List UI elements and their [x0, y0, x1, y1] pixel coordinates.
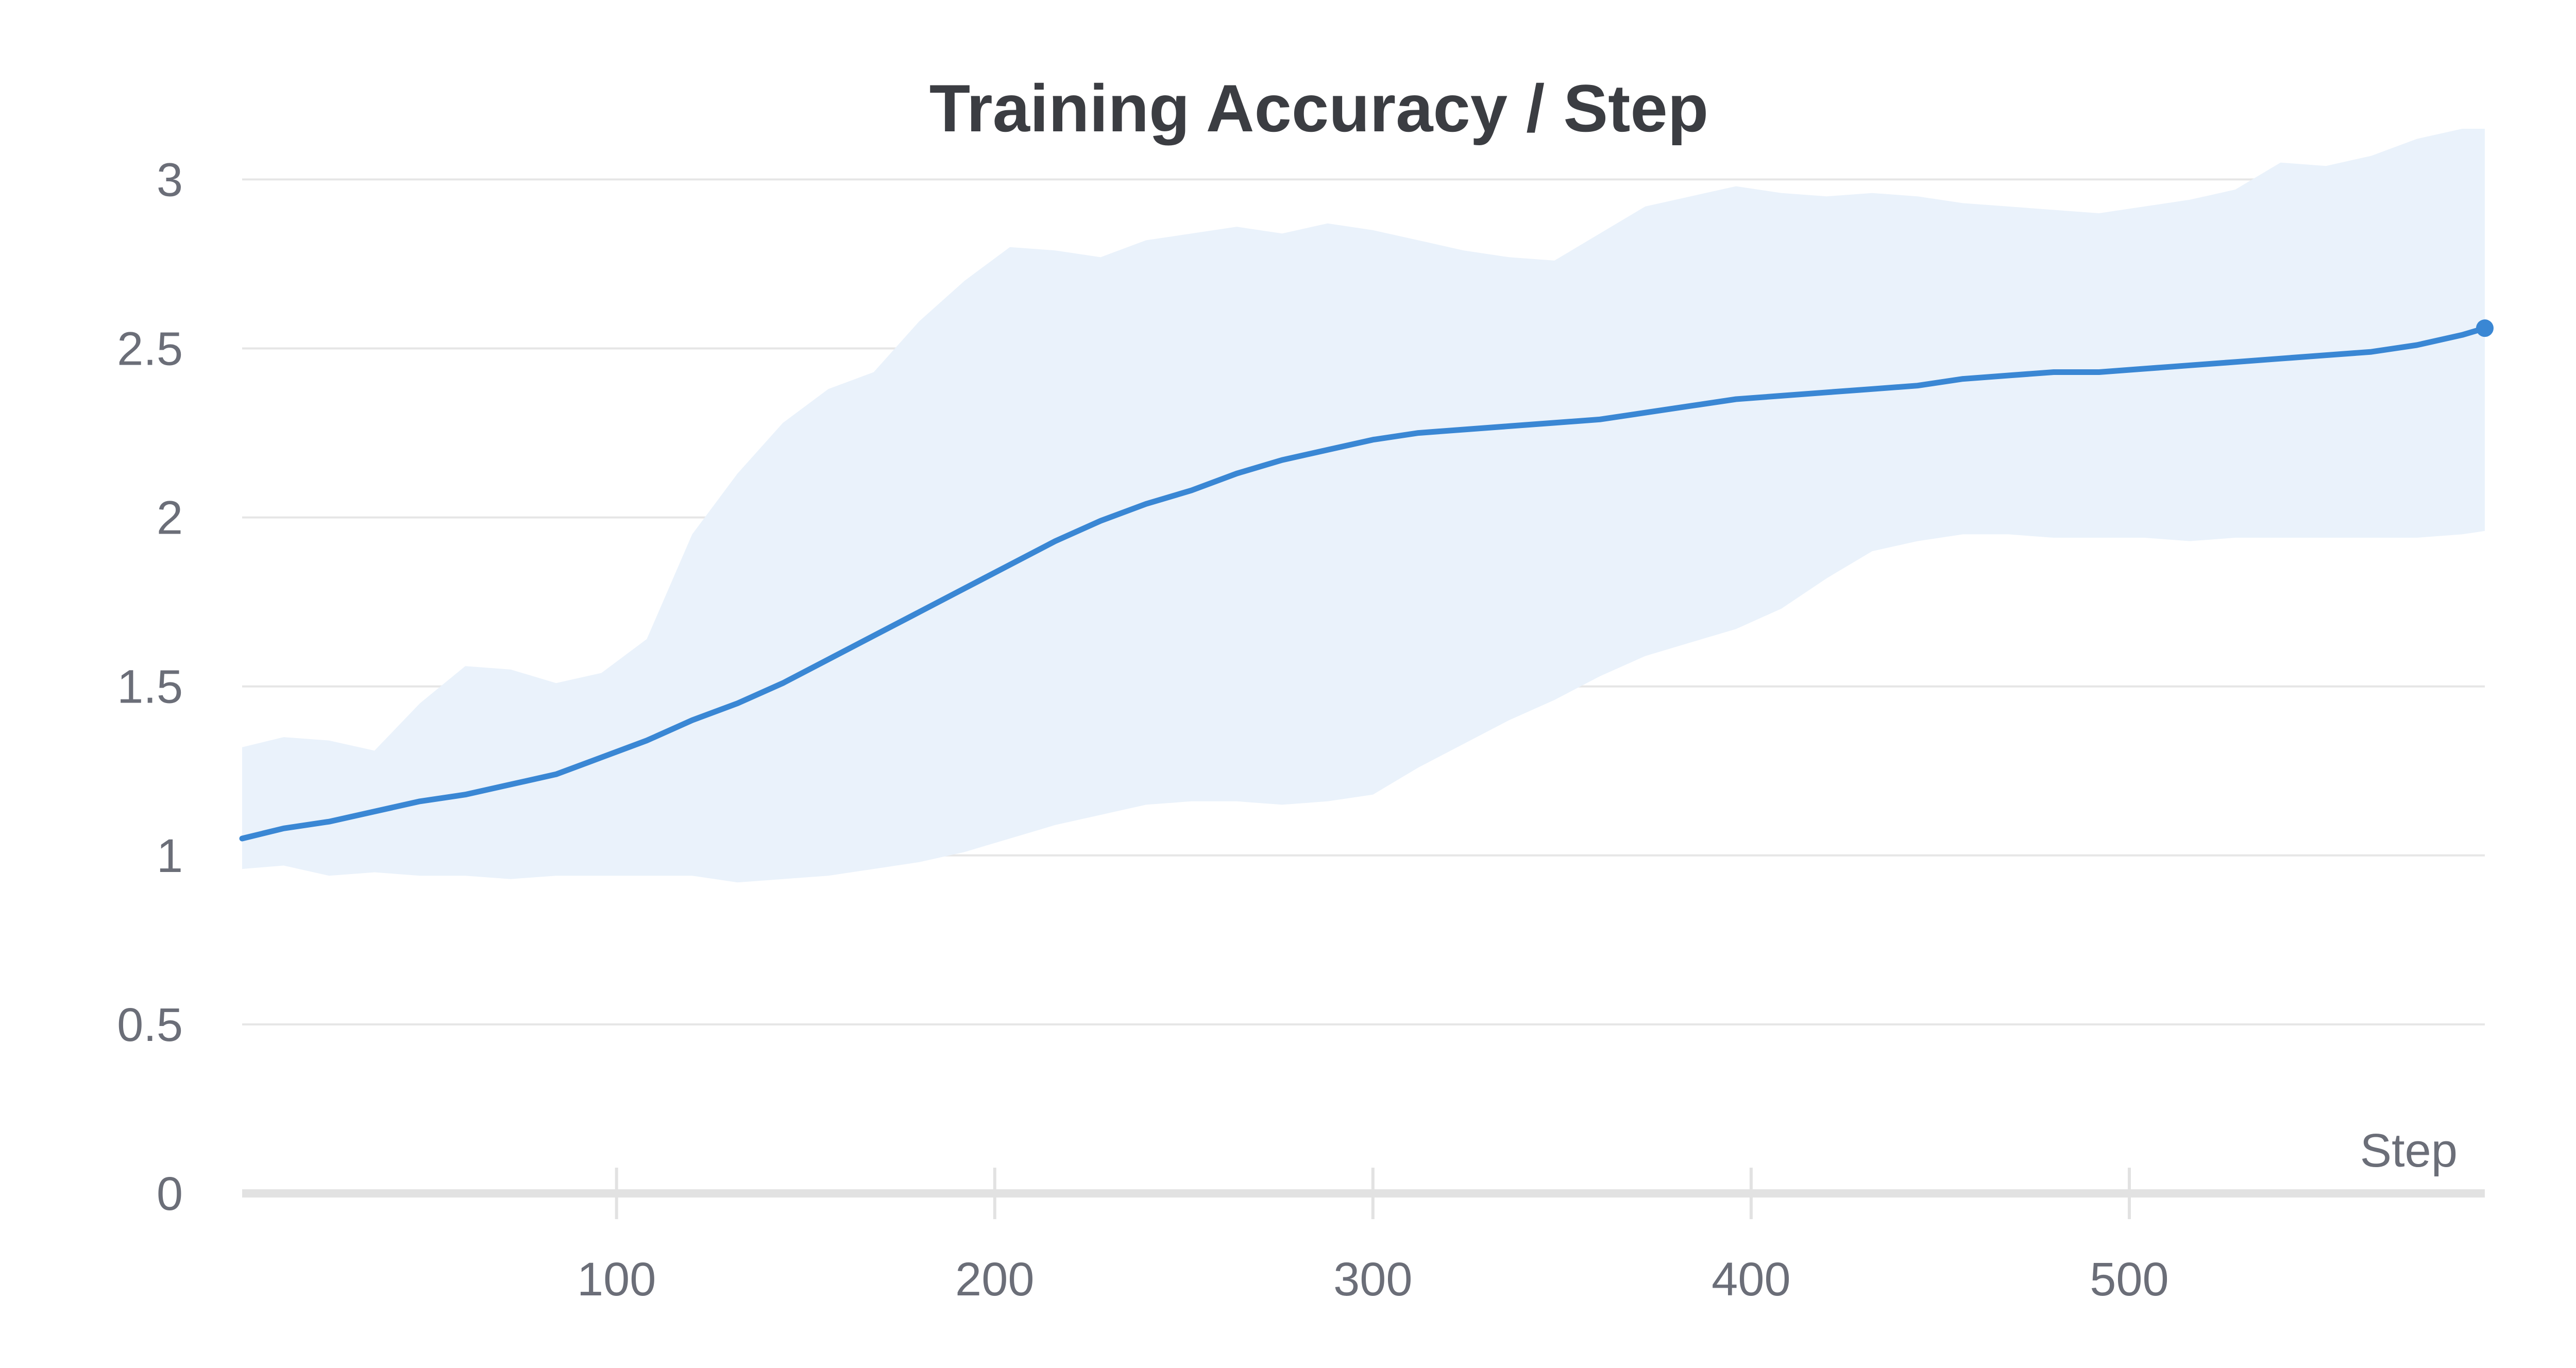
- x-axis: [242, 1168, 2485, 1219]
- x-tick-label: 300: [1333, 1253, 1413, 1306]
- series-line-layer: [239, 319, 2494, 842]
- x-axis-tick-labels: 100 200 300 400 500: [577, 1253, 2169, 1306]
- y-tick-label: 1.5: [117, 661, 183, 713]
- x-tick-label: 500: [2090, 1253, 2169, 1306]
- y-tick-label: 3: [157, 153, 183, 206]
- y-tick-label: 1: [157, 830, 183, 882]
- y-tick-label: 2.5: [117, 323, 183, 375]
- x-tick-label: 100: [577, 1253, 656, 1306]
- y-tick-label: 0.5: [117, 999, 183, 1051]
- x-tick-label: 400: [1711, 1253, 1791, 1306]
- y-tick-label: 2: [157, 492, 183, 544]
- x-axis-label: Step: [2360, 1124, 2458, 1177]
- min-max-band: [242, 129, 2485, 883]
- y-tick-label: 0: [157, 1168, 183, 1220]
- chart-title: Training Accuracy / Step: [929, 71, 1708, 146]
- confidence-band-layer: [242, 129, 2485, 883]
- y-axis-tick-labels: 0 0.5 1 1.5 2 2.5 3: [117, 153, 183, 1220]
- series-end-point: [2476, 319, 2494, 337]
- series-line: [239, 325, 2488, 842]
- x-tick-label: 200: [955, 1253, 1035, 1306]
